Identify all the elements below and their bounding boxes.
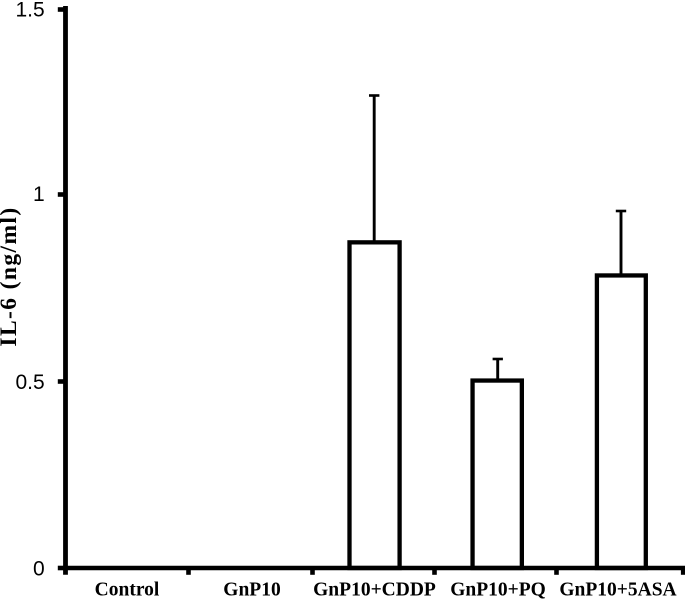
svg-text:Control: Control: [95, 580, 160, 601]
svg-text:GnP10+PQ: GnP10+PQ: [450, 580, 546, 601]
svg-text:0.5: 0.5: [15, 371, 44, 394]
svg-text:IL-6 (ng/ml): IL-6 (ng/ml): [0, 206, 22, 346]
svg-text:1: 1: [33, 183, 45, 206]
svg-text:1.5: 1.5: [15, 0, 44, 21]
svg-text:GnP10+CDDP: GnP10+CDDP: [313, 580, 436, 601]
svg-text:GnP10+5ASA: GnP10+5ASA: [559, 580, 676, 601]
svg-text:0: 0: [33, 558, 45, 581]
svg-text:GnP10: GnP10: [223, 580, 280, 601]
